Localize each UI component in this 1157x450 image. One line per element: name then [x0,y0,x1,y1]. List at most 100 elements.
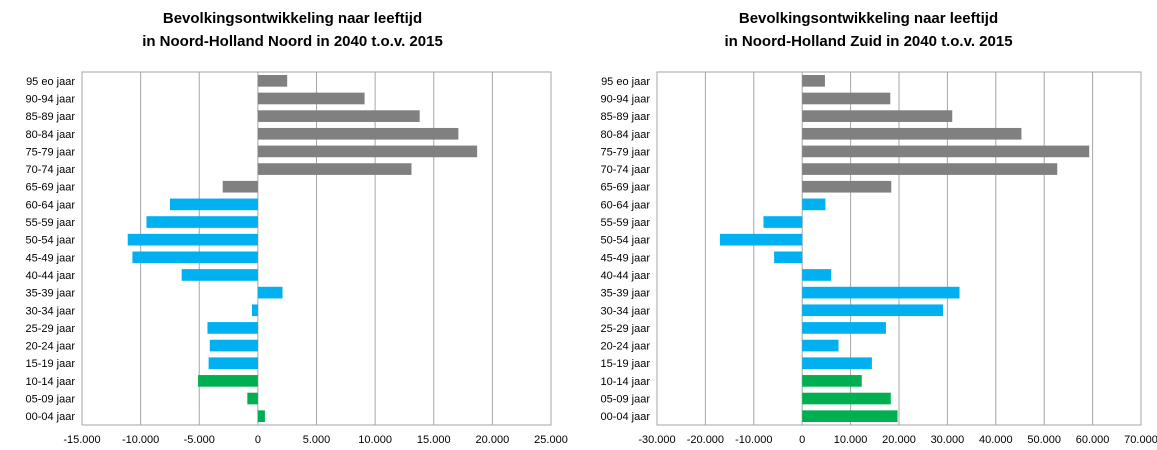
chart-1-tick-label: 25.000 [534,434,568,446]
chart-2-category-label: 50-54 jaar [600,235,650,247]
chart-2-bar [802,92,891,105]
chart-2-tick-label: 0 [799,434,805,446]
chart-2-bar [719,233,803,246]
chart-2-bar [802,304,944,317]
chart-1-bar [257,163,412,175]
chart-2-title: Bevolkingsontwikkeling naar leeftijd in … [580,7,1157,53]
chart-1-bar [181,269,258,281]
chart-2-bar [802,180,892,193]
chart-1-category-label: 05-09 jaar [25,394,75,406]
chart-2-bar [802,75,825,87]
chart-1-category-label: 90-94 jaar [25,93,75,105]
chart-2-category-label: 70-74 jaar [600,164,650,176]
chart-1-bar [257,127,459,140]
chart-1-bar [132,251,258,264]
chart-1-bar [257,286,283,299]
chart-1-tick-label: 15.000 [417,434,451,446]
chart-1-category-label: 15-19 jaar [25,358,75,370]
chart-1-tick-label: 10.000 [358,434,392,446]
chart-2-bar [802,392,891,405]
chart-1-bar [146,216,258,228]
chart-2-category-label: 60-64 jaar [600,199,650,211]
chart-1-tick-label: -5.000 [184,434,215,446]
chart-1-category-label: 65-69 jaar [25,182,75,194]
chart-2-category-label: 15-19 jaar [600,358,650,370]
chart-2-category-label: 40-44 jaar [600,270,650,282]
chart-2-tick-label: 70.000 [1124,434,1157,446]
chart-2-category-label: 45-49 jaar [600,252,650,264]
chart-1-bar [247,392,258,405]
chart-2-bar [774,251,803,264]
chart-1-category-label: 10-14 jaar [25,376,75,388]
chart-1-tick-label: -10.000 [122,434,159,446]
chart-2-category-label: 85-89 jaar [600,111,650,123]
chart-2-tick-label: -20.000 [687,434,724,446]
chart-1-bar [209,339,258,352]
chart-2-tick-label: 20.000 [882,434,916,446]
chart-2-tick-label: -10.000 [735,434,772,446]
chart-2-category-label: 90-94 jaar [600,93,650,105]
chart-1-category-label: 35-39 jaar [25,288,75,300]
chart-1-title-line-1: Bevolkingsontwikkeling naar leeftijd [162,10,423,27]
chart-1-category-label: 75-79 jaar [25,146,75,158]
chart-1-category-label: 20-24 jaar [25,341,75,353]
chart-1-category-label: 40-44 jaar [25,270,75,282]
chart-1-title-line-2: in Noord-Holland Noord in 2040 t.o.v. 20… [142,33,443,50]
chart-2-category-label: 30-34 jaar [600,305,650,317]
chart-2-tick-label: 60.000 [1076,434,1110,446]
chart-2-bar [802,339,839,352]
chart-2-category-label: 35-39 jaar [600,288,650,300]
chart-2-category-label: 55-59 jaar [600,217,650,229]
chart-1-bar [257,145,478,158]
chart-1-bar [169,198,258,211]
chart-2-category-label: 00-04 jaar [600,411,650,423]
chart-1-bar [257,75,288,87]
chart-1-bar [198,375,258,387]
chart-2-tick-label: 50.000 [1027,434,1061,446]
chart-2-bar [802,375,862,387]
chart-2-title-line-2: in Noord-Holland Zuid in 2040 t.o.v. 201… [724,33,1013,50]
chart-2-bar [802,357,872,370]
chart-2-category-label: 80-84 jaar [600,129,650,141]
chart-1-tick-label: 20.000 [476,434,510,446]
chart-1-category-label: 85-89 jaar [25,111,75,123]
chart-2-bar [763,216,803,228]
chart-1-tick-label: 0 [255,434,261,446]
chart-1-bar [222,180,258,193]
chart-1-bar [257,110,420,122]
chart-1-bar [257,410,265,422]
chart-2-bar [802,269,832,281]
chart-2-category-label: 20-24 jaar [600,341,650,353]
chart-1-bar [207,322,258,334]
chart-2-tick-label: 30.000 [931,434,965,446]
chart-2-bar [802,145,1090,158]
chart-2-tick-label: 40.000 [979,434,1013,446]
chart-2-category-label: 95 eo jaar [601,76,650,88]
chart-1-bar [252,304,258,317]
chart-1-category-label: 95 eo jaar [26,76,75,88]
chart-1-tick-label: 5.000 [303,434,331,446]
chart-2-category-label: 05-09 jaar [600,394,650,406]
chart-1-bar [257,92,365,105]
chart-2-bar [802,163,1058,175]
chart-2-bar [802,286,960,299]
chart-1-category-label: 50-54 jaar [25,235,75,247]
chart-2-plot-area [656,71,1142,426]
chart-2-category-label: 10-14 jaar [600,376,650,388]
chart-1-plot-area [81,71,552,426]
chart-1-category-label: 55-59 jaar [25,217,75,229]
chart-2-tick-label: 10.000 [834,434,868,446]
chart-2-bar [802,410,898,422]
chart-2-category-label: 25-29 jaar [600,323,650,335]
chart-1-tick-label: -15.000 [63,434,100,446]
chart-1-category-label: 25-29 jaar [25,323,75,335]
chart-1-category-label: 00-04 jaar [25,411,75,423]
chart-1-bar [127,233,258,246]
chart-1-category-label: 30-34 jaar [25,305,75,317]
chart-1-category-label: 70-74 jaar [25,164,75,176]
chart-2-bar [802,322,886,334]
chart-2-title-line-1: Bevolkingsontwikkeling naar leeftijd [738,10,999,27]
chart-2-category-label: 65-69 jaar [600,182,650,194]
chart-1-category-label: 80-84 jaar [25,129,75,141]
chart-2-bar [802,110,953,122]
